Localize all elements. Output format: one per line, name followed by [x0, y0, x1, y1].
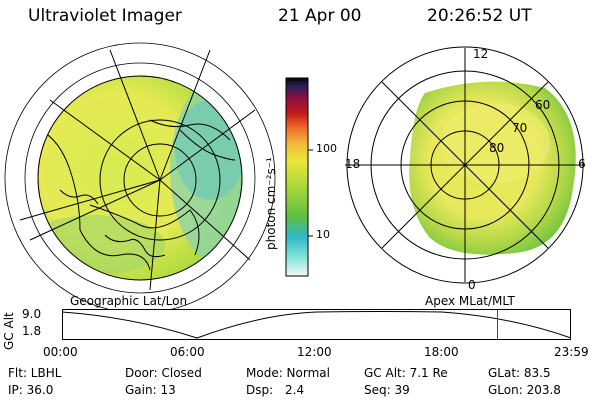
altitude-xtick-3: 18:00: [424, 345, 459, 359]
altitude-ytick-top: 9.0: [22, 307, 42, 321]
date-label: 21 Apr 00: [278, 6, 362, 26]
altitude-timeline-plot: [61, 309, 572, 340]
mlt-label-0: 0: [468, 278, 476, 292]
colorbar-tick-100: 100: [316, 142, 337, 155]
earth-map-geographic-projection-icon: [4, 42, 276, 314]
mlat-label-70: 70: [512, 121, 528, 135]
apex-caption: Apex MLat/MLT: [425, 294, 515, 308]
mlt-label-12: 12: [473, 47, 489, 61]
mlat-label-80: 80: [489, 141, 505, 155]
geographic-map-panel: [4, 42, 276, 314]
apex-polar-plot: [345, 46, 585, 284]
door-status: Door: Closed: [125, 366, 202, 380]
filter-status: Flt: LBHL: [8, 366, 62, 380]
seq-status: Seq: 39: [364, 383, 410, 397]
altitude-xtick-2: 12:00: [297, 345, 332, 359]
mlt-label-6: 6: [578, 157, 586, 171]
altitude-ylabel: GC Alt: [2, 312, 16, 350]
app-title: Ultraviolet Imager: [28, 6, 182, 26]
colorbar-tick-10: 10: [316, 228, 330, 241]
altitude-xtick-1: 06:00: [170, 345, 205, 359]
glat-status: GLat: 83.5: [488, 366, 551, 380]
geographic-caption: Geographic Lat/Lon: [70, 294, 188, 308]
mlat-label-60: 60: [535, 98, 551, 112]
altitude-ytick-bottom: 1.8: [22, 324, 42, 338]
intensity-colorbar: [285, 77, 313, 277]
dsp-value: 2.4: [285, 383, 305, 397]
mlt-label-18: 18: [345, 157, 361, 171]
colorbar-unit-label: photon cm⁻²s⁻¹: [264, 157, 278, 250]
time-label: 20:26:52 UT: [427, 6, 532, 26]
ip-status: IP: 36.0: [8, 383, 54, 397]
glon-status: GLon: 203.8: [488, 383, 561, 397]
gain-status: Gain: 13: [125, 383, 176, 397]
mode-status: Mode: Normal: [246, 366, 330, 380]
altitude-xtick-0: 00:00: [43, 345, 78, 359]
altitude-xtick-4: 23:59: [554, 345, 589, 359]
dsp-label: Dsp:: [246, 383, 274, 397]
gc-alt-status: GC Alt: 7.1 Re: [364, 366, 448, 380]
